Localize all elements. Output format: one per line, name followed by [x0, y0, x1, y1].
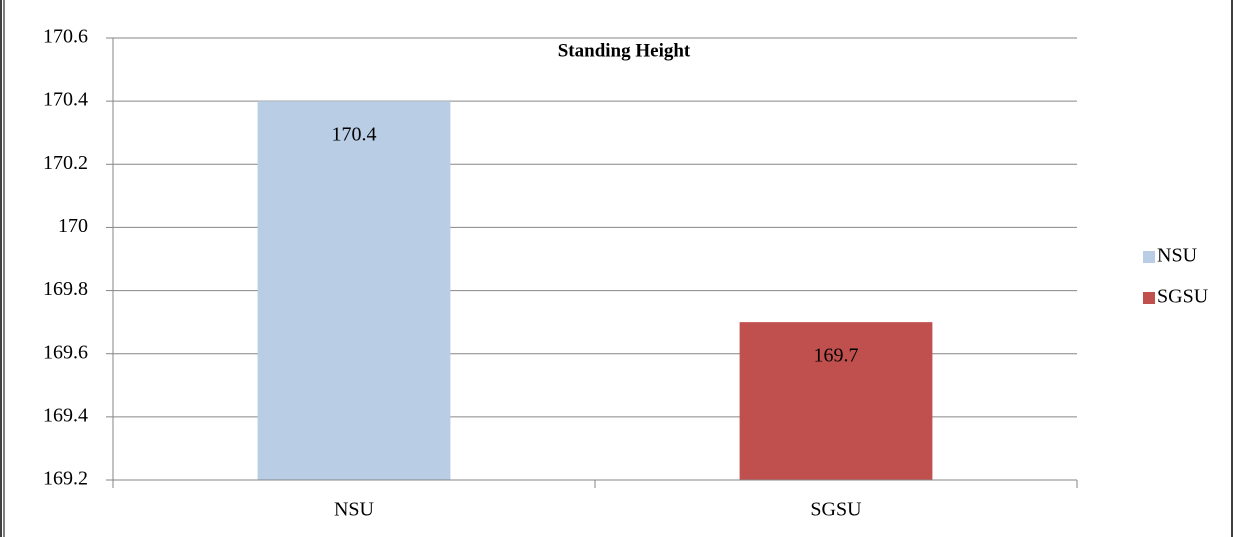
y-tick-label: 169.2: [43, 468, 88, 490]
y-tick-label: 170.6: [43, 26, 88, 48]
x-tick-label: NSU: [334, 499, 375, 521]
bar: [739, 322, 933, 480]
data-label: 170.4: [332, 124, 377, 146]
y-tick-label: 169.6: [43, 341, 88, 363]
data-label: 169.7: [814, 345, 859, 367]
y-tick-label: 169.8: [43, 278, 88, 300]
y-tick-label: 170: [58, 215, 88, 237]
y-tick-label: 169.4: [43, 404, 88, 426]
y-tick-label: 170.2: [43, 152, 88, 174]
legend-label: NSU: [1157, 245, 1198, 267]
legend-label: SGSU: [1157, 286, 1209, 308]
bar: [257, 101, 451, 481]
legend-swatch: [1143, 251, 1155, 263]
legend-swatch: [1143, 292, 1155, 304]
x-tick-label: SGSU: [810, 499, 862, 521]
y-tick-label: 170.4: [43, 89, 88, 111]
chart-title: Standing Height: [558, 40, 691, 61]
